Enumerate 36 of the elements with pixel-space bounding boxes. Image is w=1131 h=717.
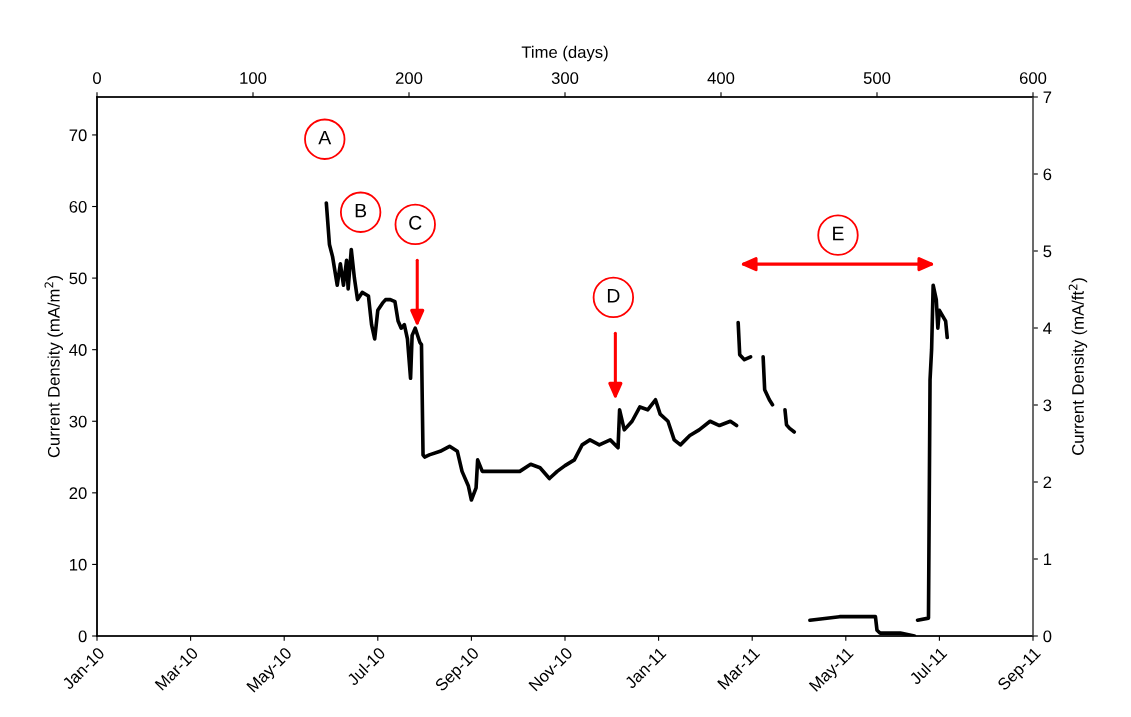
y2-tick-label: 6: [1043, 168, 1052, 181]
y2-tick-label: 7: [1043, 91, 1052, 104]
y-tick-label: 0: [78, 630, 87, 643]
y2-tick-label: 1: [1043, 553, 1052, 566]
line-series: [761, 355, 775, 407]
x2-tick-label: 400: [707, 72, 735, 84]
line-series: [783, 408, 797, 434]
y-axis-title: Current Density (mA/m$^{2}$): [44, 276, 64, 458]
y-tick-label: 70: [69, 129, 87, 142]
line-series: [324, 201, 739, 502]
y-tick-label: 40: [69, 344, 87, 356]
annotation: A: [318, 130, 332, 145]
annotation: E: [833, 226, 844, 241]
y2-tick-label: 2: [1043, 476, 1052, 489]
line-series: [736, 320, 753, 362]
y-tick-label: 30: [69, 415, 87, 428]
y-tick-label: 60: [69, 200, 87, 213]
y2-tick-label: 3: [1043, 399, 1052, 412]
y2-tick-label: 0: [1043, 630, 1052, 643]
annotation: C: [409, 215, 422, 230]
y2-tick-label: 4: [1043, 322, 1052, 335]
y-tick-label: 20: [69, 487, 87, 500]
y-tick-label: 10: [70, 558, 87, 571]
line-series: [915, 283, 950, 623]
annotation: B: [355, 203, 367, 218]
y2-tick-label: 5: [1043, 245, 1052, 258]
x2-axis-title: Time (days): [521, 45, 608, 62]
x2-tick-label: 200: [395, 72, 423, 84]
y2-axis-title: Current Density (mA/ft$^{2}$): [1068, 278, 1088, 455]
x2-tick-label: 100: [240, 72, 267, 84]
x2-tick-label: 500: [863, 72, 891, 84]
x2-tick-label: 0: [93, 72, 101, 84]
annotation: D: [607, 289, 620, 303]
x2-tick-label: 600: [1019, 72, 1047, 84]
x2-tick-label: 300: [551, 72, 579, 84]
y-tick-label: 50: [69, 272, 87, 285]
